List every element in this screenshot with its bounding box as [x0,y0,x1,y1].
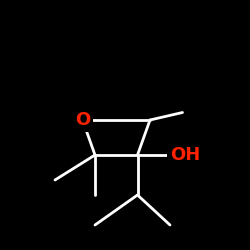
Text: OH: OH [170,146,200,164]
Text: O: O [75,111,90,129]
